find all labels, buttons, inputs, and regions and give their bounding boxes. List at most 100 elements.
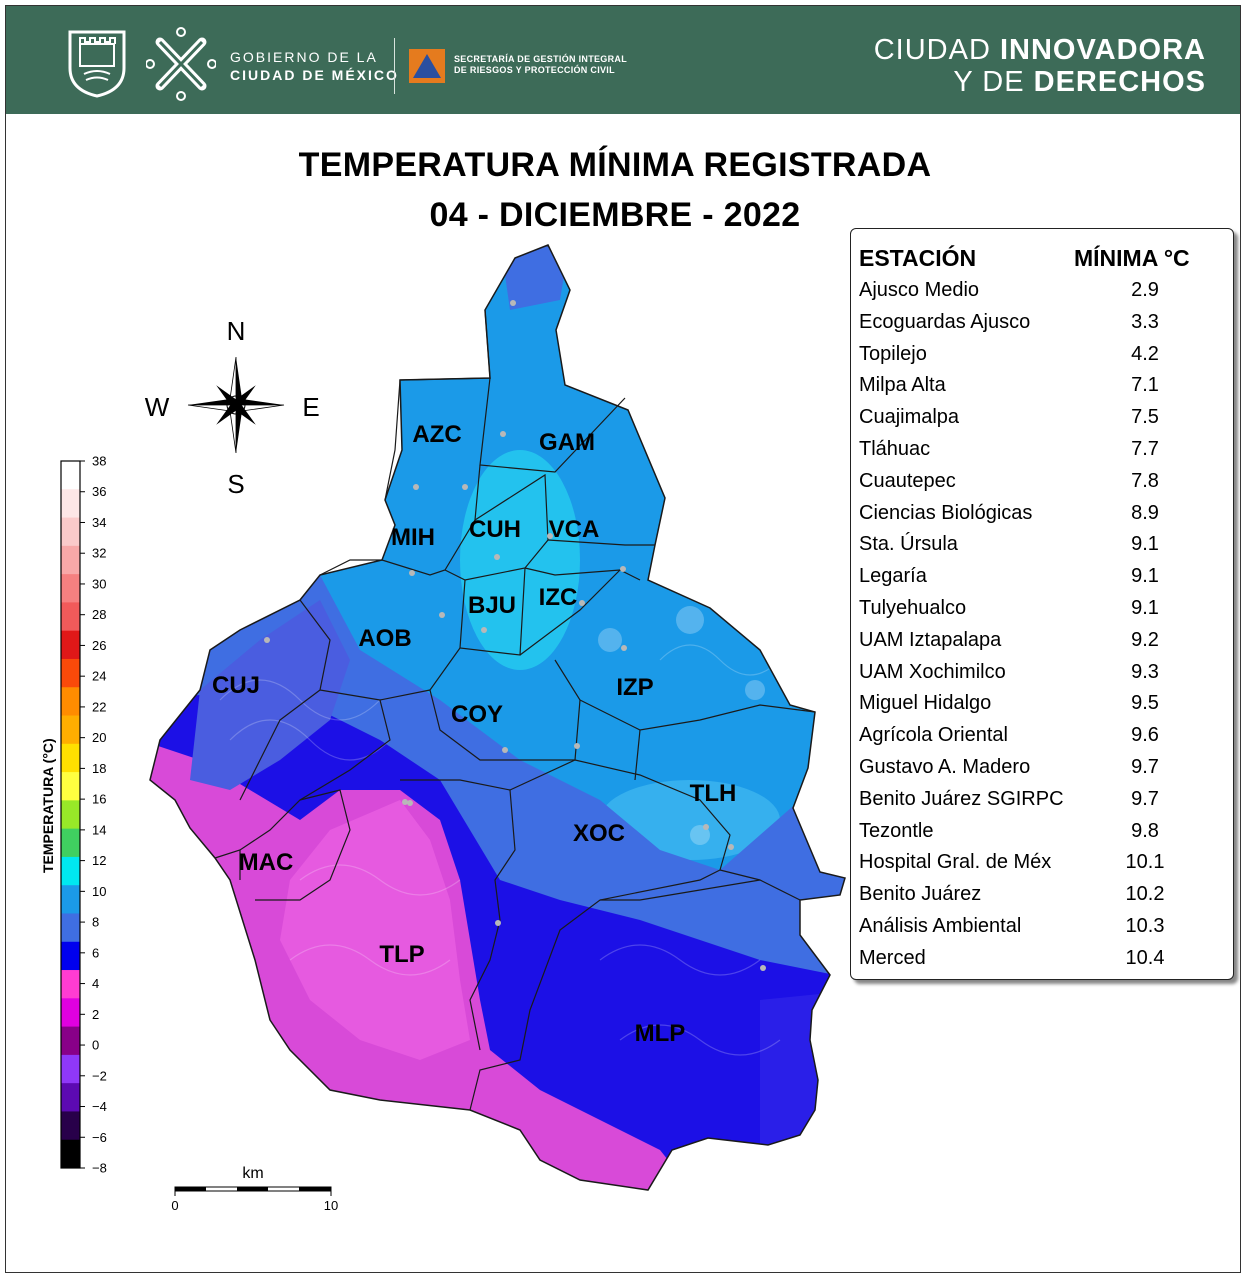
legend-ticks: 38363432302826242220181614121086420−2−4−… xyxy=(80,454,107,1176)
station-min-temp: 9.1 xyxy=(1131,533,1159,556)
station-marker xyxy=(494,554,500,560)
legend-color-band xyxy=(61,885,80,914)
district-label: VCA xyxy=(549,516,600,543)
table-row: Merced 10.4 xyxy=(859,947,1219,977)
station-min-temp: 9.5 xyxy=(1131,692,1159,715)
station-min-temp: 9.7 xyxy=(1131,787,1159,810)
station-marker xyxy=(620,566,626,572)
station-markers xyxy=(264,300,766,971)
legend-color-bands xyxy=(61,461,80,1169)
legend-color-band xyxy=(61,545,80,575)
station-name: Ciencias Biológicas xyxy=(859,501,1033,524)
district-label: BJU xyxy=(468,592,516,619)
station-marker xyxy=(502,747,508,753)
legend-tick-label: −2 xyxy=(92,1068,107,1083)
legend-color-band xyxy=(61,743,80,773)
legend-color-band xyxy=(61,489,80,519)
station-name: Tezontle xyxy=(859,819,934,842)
legend-color-band xyxy=(61,602,80,632)
station-min-temp: 2.9 xyxy=(1131,279,1159,301)
legend-tick-label: −6 xyxy=(92,1130,107,1145)
legend-color-band xyxy=(61,461,80,490)
station-name: Agrícola Oriental xyxy=(859,724,1008,747)
legend-color-band xyxy=(61,772,80,801)
civil-protection-logo xyxy=(409,49,445,83)
scale-unit: km xyxy=(242,1165,263,1182)
legend-tick-label: −4 xyxy=(92,1099,107,1114)
legend-tick-label: 34 xyxy=(92,515,106,530)
legend-tick-label: 28 xyxy=(92,607,106,622)
district-label: GAM xyxy=(539,429,595,456)
temperature-legend: 38363432302826242220181614121086420−2−4−… xyxy=(40,454,107,1176)
district-label: MIH xyxy=(391,524,435,551)
district-label: AOB xyxy=(358,625,411,652)
compass-south: S xyxy=(227,469,244,499)
slogan-line2-light: Y DE xyxy=(953,66,1034,98)
legend-color-band xyxy=(61,828,80,858)
legend-tick-label: 16 xyxy=(92,792,106,807)
table-row: Ajusco Medio 2.9 xyxy=(859,279,1219,309)
station-name: Miguel Hidalgo xyxy=(859,692,992,715)
station-marker xyxy=(402,799,408,805)
table-row: Tulyehualco 9.1 xyxy=(859,597,1219,627)
station-min-temp: 9.8 xyxy=(1131,819,1159,842)
station-marker xyxy=(574,743,580,749)
legend-tick-label: 8 xyxy=(92,915,99,930)
header-divider xyxy=(394,38,395,94)
station-min-temp: 7.5 xyxy=(1131,406,1159,429)
legend-tick-label: 12 xyxy=(92,853,106,868)
district-label: IZC xyxy=(539,584,578,611)
legend-tick-label: −8 xyxy=(92,1161,107,1176)
legend-title: TEMPERATURA (°C) xyxy=(40,738,56,873)
legend-tick-label: 26 xyxy=(92,638,106,653)
legend-tick-label: 36 xyxy=(92,484,106,499)
station-name: Topilejo xyxy=(859,342,927,365)
table-row: Topilejo 4.2 xyxy=(859,343,1219,373)
slogan-line2-bold: DERECHOS xyxy=(1033,66,1206,98)
station-min-temp: 10.1 xyxy=(1125,851,1165,874)
station-name: Tulyehualco xyxy=(859,597,967,619)
station-marker xyxy=(510,300,516,306)
legend-tick-label: 32 xyxy=(92,546,106,561)
station-marker xyxy=(703,824,709,830)
district-label: CUJ xyxy=(212,672,260,699)
district-label: AZC xyxy=(412,421,461,448)
station-min-temp: 4.2 xyxy=(1131,342,1159,365)
table-row: Benito Juárez SGIRPC 9.7 xyxy=(859,788,1219,818)
legend-color-band xyxy=(61,687,80,717)
station-marker xyxy=(760,965,766,971)
legend-tick-label: 2 xyxy=(92,1007,99,1022)
station-marker xyxy=(413,484,419,490)
station-min-temp: 10.3 xyxy=(1125,915,1165,937)
table-row: Tezontle 9.8 xyxy=(859,820,1219,850)
table-row: Cuautepec 7.8 xyxy=(859,470,1219,500)
station-min-temp: 9.1 xyxy=(1131,565,1159,588)
government-line2: CIUDAD DE MÉXICO xyxy=(230,67,399,83)
legend-color-band xyxy=(61,800,80,830)
district-label: MAC xyxy=(239,849,294,876)
district-label: COY xyxy=(451,701,503,728)
legend-color-band xyxy=(61,970,80,999)
station-marker xyxy=(481,627,487,633)
district-label: TLP xyxy=(379,941,424,968)
station-marker xyxy=(579,600,585,606)
station-min-temp: 9.2 xyxy=(1131,628,1159,651)
government-line1: GOBIERNO DE LA xyxy=(230,49,378,65)
page-frame xyxy=(5,5,1241,1273)
station-min-temp: 10.4 xyxy=(1125,946,1165,969)
legend-tick-label: 18 xyxy=(92,761,106,776)
district-boundaries xyxy=(149,244,846,1191)
legend-tick-label: 38 xyxy=(92,454,106,469)
table-row: Tláhuac 7.7 xyxy=(859,438,1219,468)
station-marker xyxy=(264,637,270,643)
station-name: Benito Juárez SGIRPC xyxy=(859,787,1064,810)
district-label: IZP xyxy=(616,674,653,701)
station-name: Milpa Alta xyxy=(859,374,946,397)
table-row: Milpa Alta 7.1 xyxy=(859,374,1219,404)
station-name: Hospital Gral. de Méx xyxy=(859,851,1052,874)
legend-tick-label: 20 xyxy=(92,730,106,745)
station-name: Sta. Úrsula xyxy=(859,533,958,556)
station-min-temp: 7.8 xyxy=(1131,469,1159,492)
cdmx-x-logo xyxy=(146,27,216,101)
district-label: TLH xyxy=(690,780,737,807)
